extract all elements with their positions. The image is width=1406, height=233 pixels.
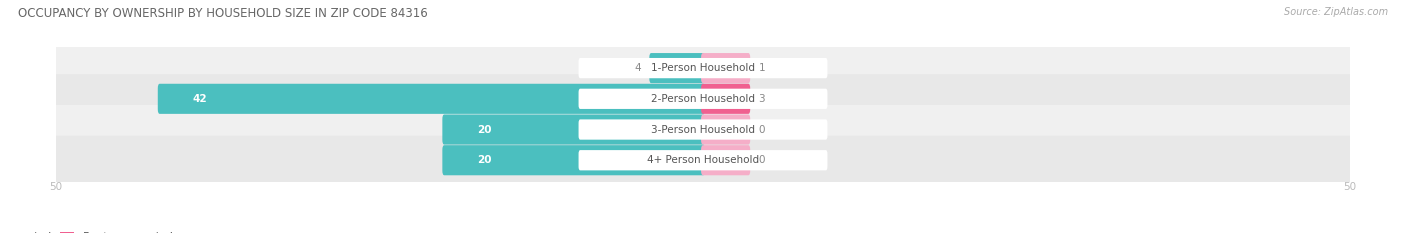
Text: 2-Person Household: 2-Person Household <box>651 94 755 104</box>
Text: 3-Person Household: 3-Person Household <box>651 124 755 134</box>
FancyBboxPatch shape <box>46 105 1360 154</box>
FancyBboxPatch shape <box>578 150 828 170</box>
Text: 4+ Person Household: 4+ Person Household <box>647 155 759 165</box>
Text: 50: 50 <box>1343 182 1357 192</box>
FancyBboxPatch shape <box>702 53 751 83</box>
FancyBboxPatch shape <box>443 145 704 175</box>
Text: 1: 1 <box>759 63 765 73</box>
Text: 0: 0 <box>759 124 765 134</box>
Text: 0: 0 <box>759 155 765 165</box>
FancyBboxPatch shape <box>157 84 704 114</box>
Text: 3: 3 <box>759 94 765 104</box>
Text: 50: 50 <box>49 182 63 192</box>
FancyBboxPatch shape <box>702 114 751 144</box>
FancyBboxPatch shape <box>578 119 828 140</box>
Text: 20: 20 <box>477 155 491 165</box>
Legend: Owner-occupied, Renter-occupied: Owner-occupied, Renter-occupied <box>0 227 179 233</box>
FancyBboxPatch shape <box>702 145 751 175</box>
FancyBboxPatch shape <box>46 136 1360 185</box>
Text: 4: 4 <box>634 63 641 73</box>
FancyBboxPatch shape <box>46 74 1360 123</box>
FancyBboxPatch shape <box>46 44 1360 93</box>
FancyBboxPatch shape <box>443 114 704 144</box>
Text: 1-Person Household: 1-Person Household <box>651 63 755 73</box>
FancyBboxPatch shape <box>702 84 751 114</box>
FancyBboxPatch shape <box>578 89 828 109</box>
Text: Source: ZipAtlas.com: Source: ZipAtlas.com <box>1284 7 1388 17</box>
FancyBboxPatch shape <box>650 53 704 83</box>
Text: 20: 20 <box>477 124 491 134</box>
Text: OCCUPANCY BY OWNERSHIP BY HOUSEHOLD SIZE IN ZIP CODE 84316: OCCUPANCY BY OWNERSHIP BY HOUSEHOLD SIZE… <box>18 7 427 20</box>
Text: 42: 42 <box>193 94 207 104</box>
FancyBboxPatch shape <box>578 58 828 78</box>
